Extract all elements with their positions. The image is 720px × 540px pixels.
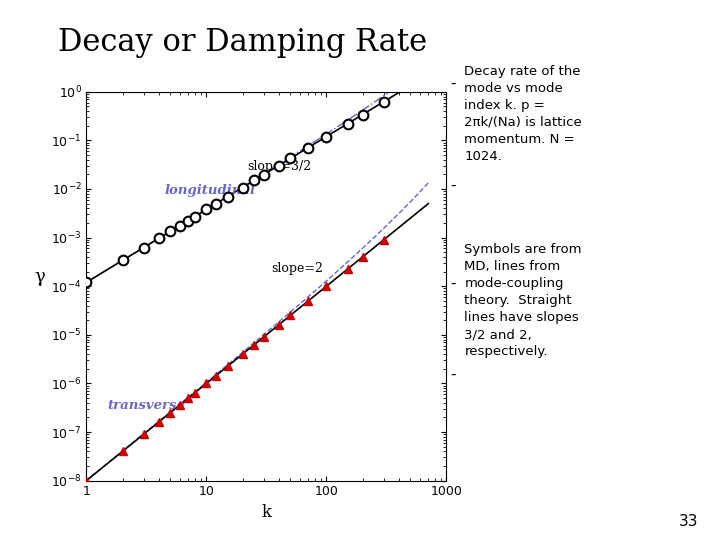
Text: -: - bbox=[450, 76, 456, 91]
Text: Symbols are from
MD, lines from
mode-coupling
theory.  Straight
lines have slope: Symbols are from MD, lines from mode-cou… bbox=[464, 243, 582, 358]
Text: Decay rate of the
mode vs mode
index k. p =
2πk/(Na) is lattice
momentum. N =
10: Decay rate of the mode vs mode index k. … bbox=[464, 65, 582, 163]
Text: -: - bbox=[450, 275, 456, 291]
Text: -: - bbox=[450, 367, 456, 382]
Text: transverse: transverse bbox=[107, 399, 186, 412]
Text: slope=3/2: slope=3/2 bbox=[248, 160, 312, 173]
X-axis label: k: k bbox=[261, 504, 271, 521]
Text: Decay or Damping Rate: Decay or Damping Rate bbox=[58, 27, 427, 58]
Text: -: - bbox=[450, 178, 456, 193]
Text: longitudinal: longitudinal bbox=[165, 184, 256, 197]
Text: 33: 33 bbox=[679, 514, 698, 529]
Text: slope=2: slope=2 bbox=[271, 261, 323, 274]
Y-axis label: γ: γ bbox=[35, 268, 45, 286]
